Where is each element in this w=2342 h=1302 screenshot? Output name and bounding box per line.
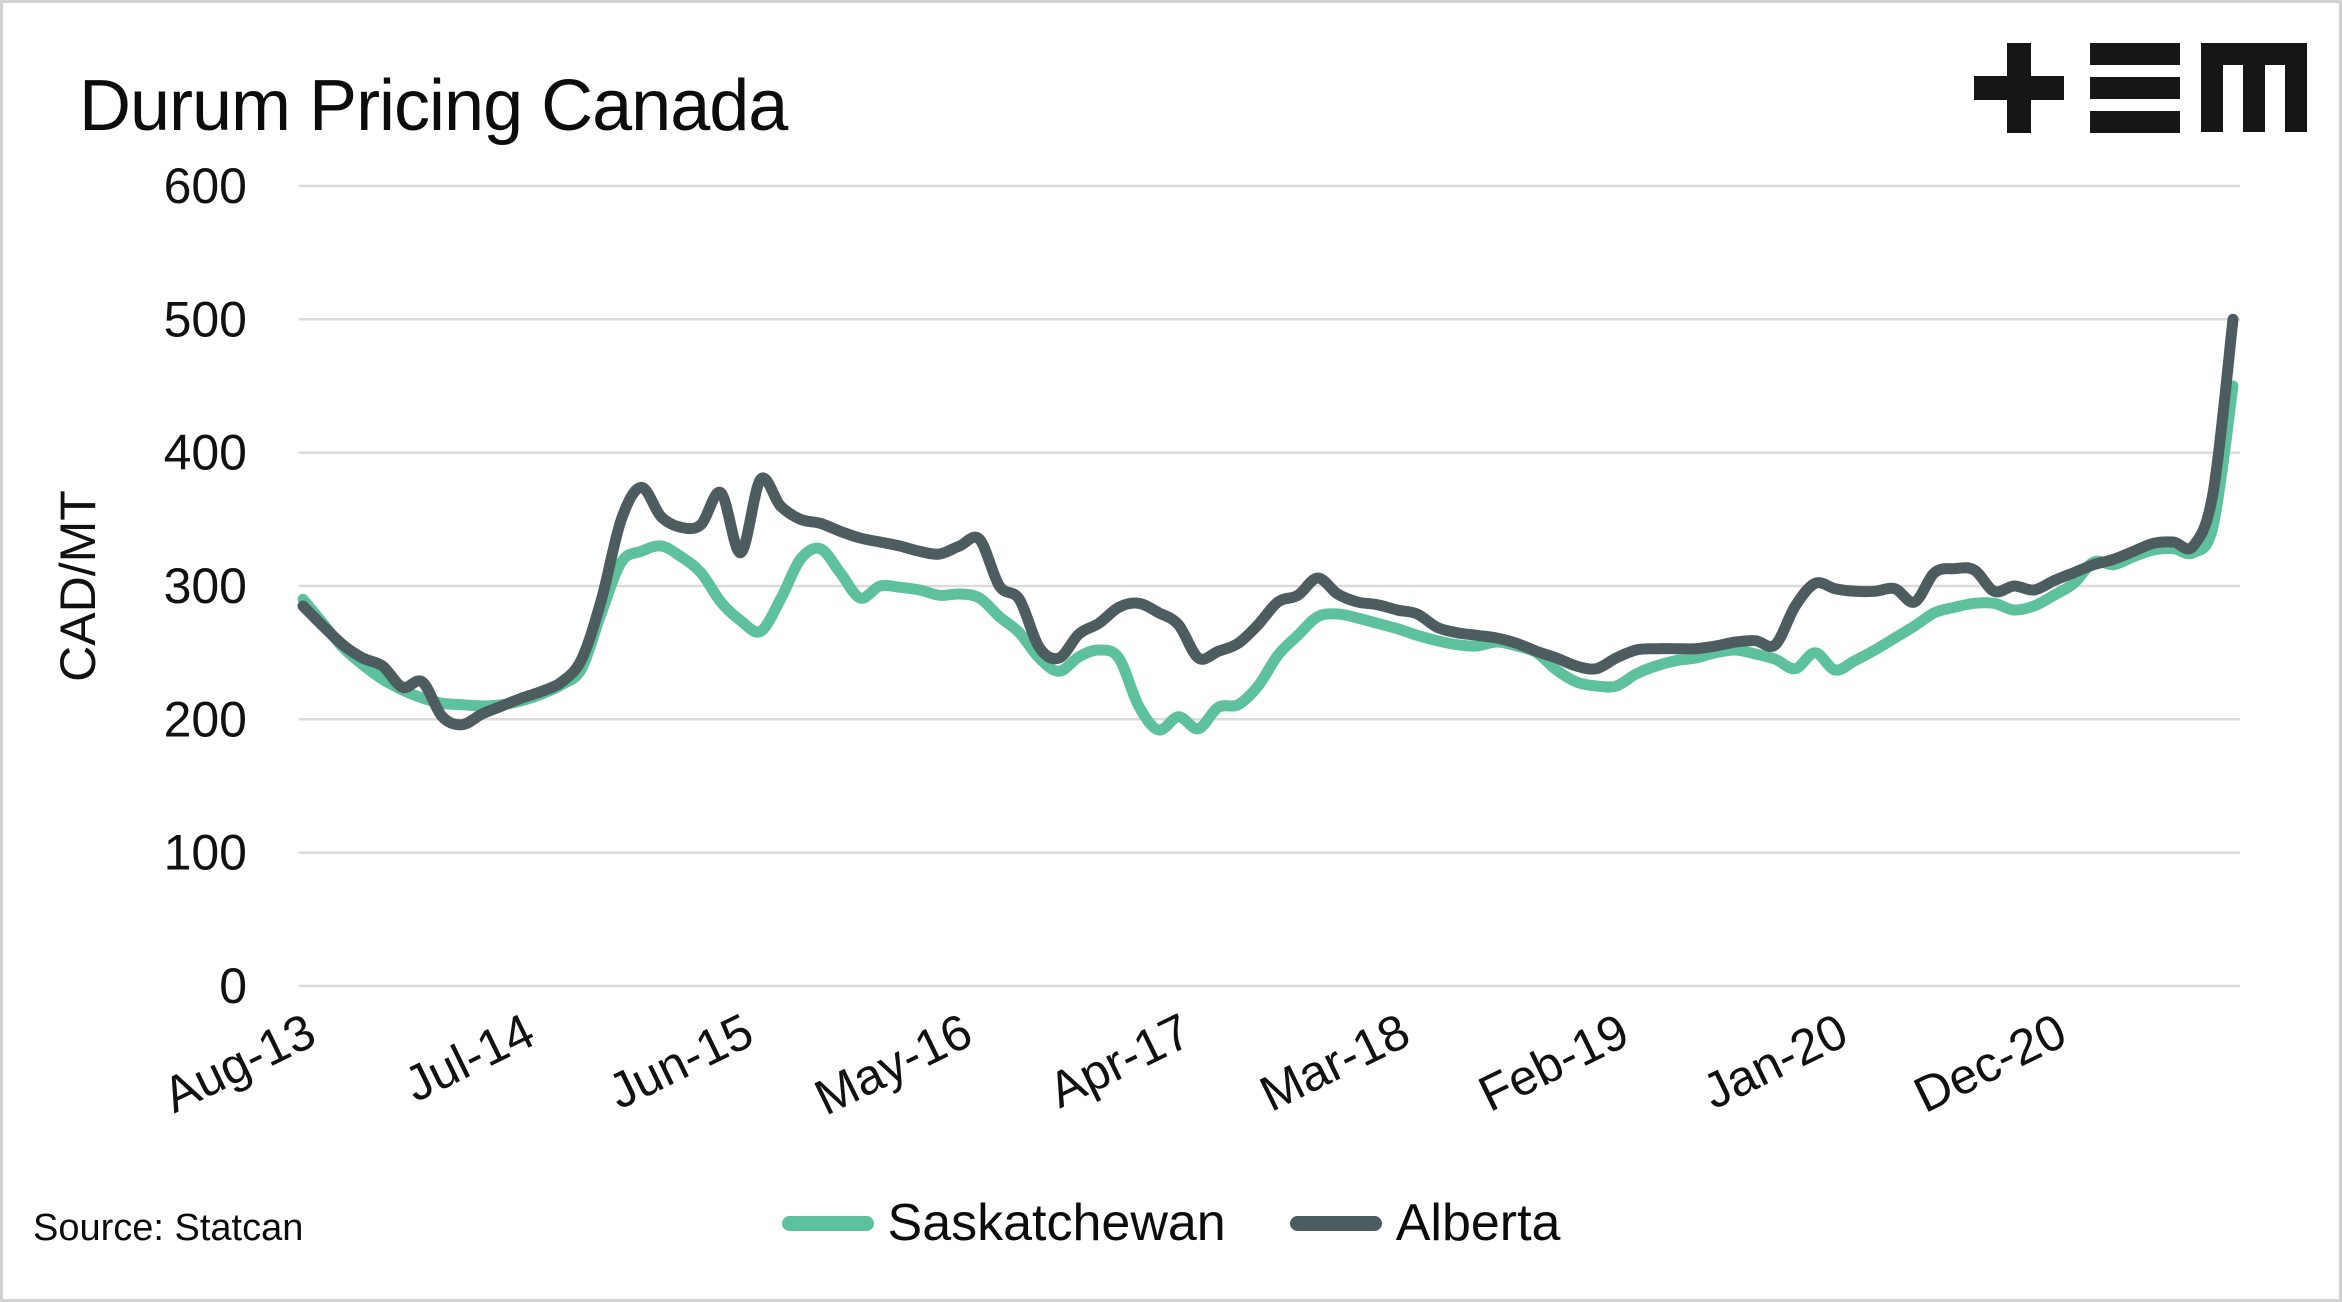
y-tick-label: 0 [219,958,247,1014]
y-tick-label: 600 [164,158,247,214]
legend-label-alberta: Alberta [1395,1194,1561,1252]
line-chart: 0 100 200 300 400 500 600 Aug-13 Jul-14 Jun-15 Ma… [50,158,2240,1126]
y-tick-label: 500 [164,291,247,347]
y-axis-tick-labels: 0 100 200 300 400 500 600 [164,158,247,1014]
y-axis-title: CAD/MT [50,490,106,682]
x-axis-tick-labels: Aug-13 Jul-14 Jun-15 May-16 Apr-17 Mar-18 Feb-… [154,1003,2074,1126]
x-tick-label: Aug-13 [154,1003,323,1124]
legend-item-saskatchewan: Saskatchewan [781,1193,1226,1253]
x-tick-label: Jul-14 [396,1003,543,1113]
legend-item-alberta: Alberta [1289,1193,1561,1253]
x-tick-label: Jan-20 [1694,1003,1856,1120]
y-tick-label: 300 [164,558,247,614]
x-tick-label: Jun-15 [600,1003,762,1120]
x-tick-label: May-16 [806,1003,980,1126]
tem-logo-bars-glyph [2090,43,2180,133]
tem-logo-m-glyph [2201,43,2307,132]
legend-swatch-alberta [1289,1215,1382,1231]
x-tick-label: Mar-18 [1251,1003,1418,1123]
source-note: Source: Statcan [33,1207,304,1249]
legend: Saskatchewan Alberta [3,1193,2339,1253]
x-tick-label: Apr-17 [1040,1003,1199,1119]
page-title: Durum Pricing Canada [79,66,788,146]
x-tick-label: Dec-20 [1905,1003,2074,1124]
tem-logo-plus-glyph [1974,43,2064,133]
x-tick-label: Feb-19 [1470,1003,1637,1123]
legend-label-saskatchewan: Saskatchewan [887,1194,1226,1252]
series-line-alberta [297,313,2239,731]
tem-logo [1974,43,2307,133]
y-tick-label: 100 [164,825,247,881]
y-tick-label: 200 [164,691,247,747]
series-line-saskatchewan [297,380,2239,736]
y-tick-label: 400 [164,425,247,481]
legend-swatch-saskatchewan [781,1215,874,1231]
gridlines [299,184,2240,988]
series-lines [297,313,2239,736]
